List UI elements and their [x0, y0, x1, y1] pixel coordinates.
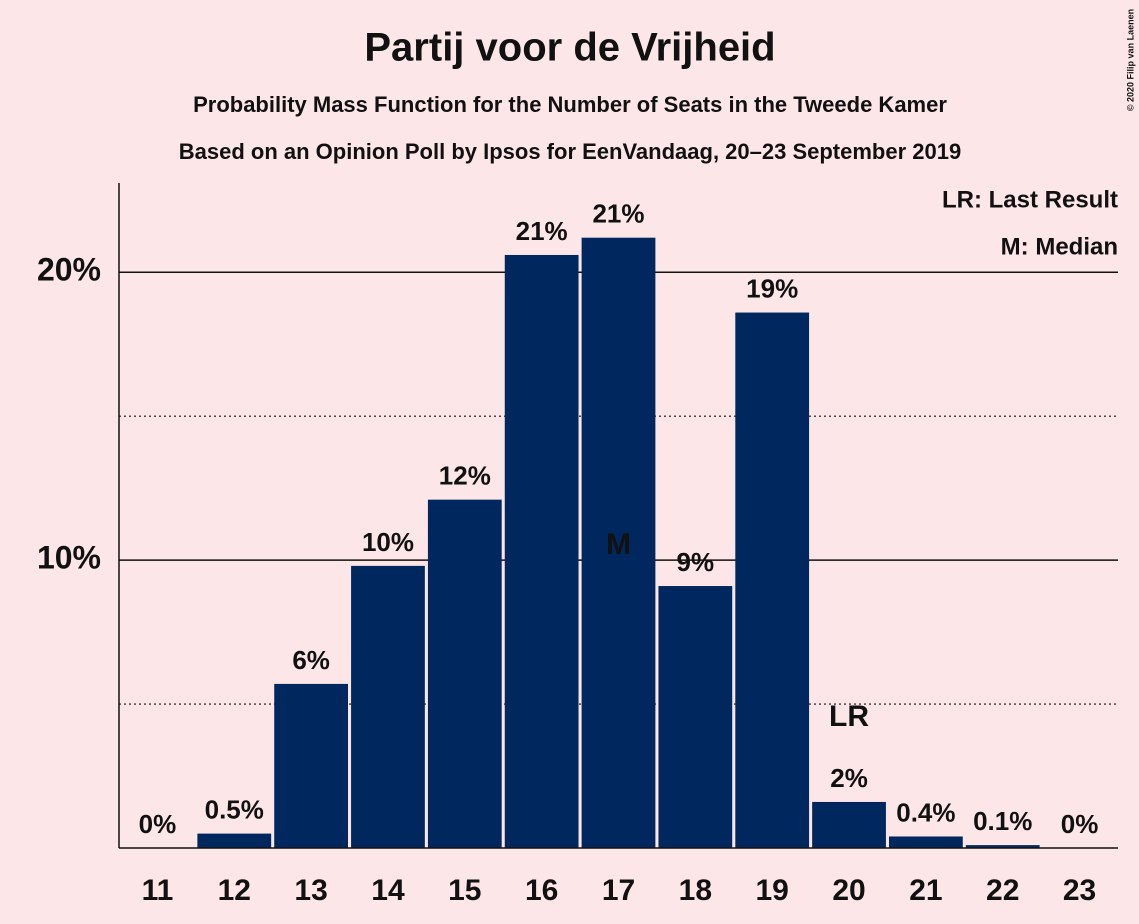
x-tick-label: 19	[756, 874, 789, 907]
bar	[658, 586, 733, 848]
bar	[274, 683, 349, 848]
y-tick-label: 20%	[37, 252, 101, 288]
value-label: 21%	[592, 199, 644, 229]
value-label: 19%	[746, 273, 798, 303]
annotation: M	[606, 528, 631, 561]
annotation: LR	[829, 700, 869, 733]
legend-entry: M: Median	[1001, 233, 1118, 260]
value-label: 0.5%	[205, 794, 264, 824]
y-tick-label: 10%	[37, 540, 101, 576]
x-tick-label: 11	[142, 874, 174, 907]
x-tick-label: 14	[371, 874, 405, 907]
x-tick-label: 21	[909, 874, 942, 907]
bar	[197, 833, 272, 848]
bar	[735, 312, 810, 849]
x-tick-label: 20	[832, 874, 865, 907]
x-tick-label: 23	[1063, 874, 1096, 907]
legend-entry: LR: Last Result	[942, 186, 1118, 213]
bar	[351, 565, 425, 848]
value-label: 10%	[362, 527, 414, 557]
bar	[888, 836, 963, 848]
value-label: 0%	[139, 809, 177, 839]
bar	[965, 845, 1040, 848]
value-label: 2%	[830, 763, 868, 793]
x-tick-label: 12	[218, 874, 251, 907]
value-label: 9%	[677, 547, 715, 577]
bar	[504, 254, 579, 848]
x-tick-label: 22	[986, 874, 1019, 907]
copyright: © 2020 Filip van Laenen	[1125, 9, 1135, 111]
x-tick-label: 16	[525, 874, 558, 907]
bar	[581, 237, 656, 849]
bar	[427, 499, 502, 848]
value-label: 0%	[1061, 809, 1099, 839]
value-label: 0.4%	[896, 797, 955, 827]
chart-subtitle: Based on an Opinion Poll by Ipsos for Ee…	[179, 139, 961, 164]
x-tick-label: 15	[448, 874, 481, 907]
bar	[812, 801, 886, 848]
chart-title: Partij voor de Vrijheid	[364, 26, 775, 70]
value-label: 0.1%	[973, 806, 1032, 836]
x-tick-label: 13	[294, 874, 327, 907]
x-tick-label: 17	[602, 874, 635, 907]
value-label: 12%	[439, 461, 491, 491]
value-label: 6%	[292, 645, 330, 675]
chart-subtitle: Probability Mass Function for the Number…	[193, 92, 947, 117]
value-label: 21%	[516, 216, 568, 246]
x-tick-label: 18	[679, 874, 712, 907]
